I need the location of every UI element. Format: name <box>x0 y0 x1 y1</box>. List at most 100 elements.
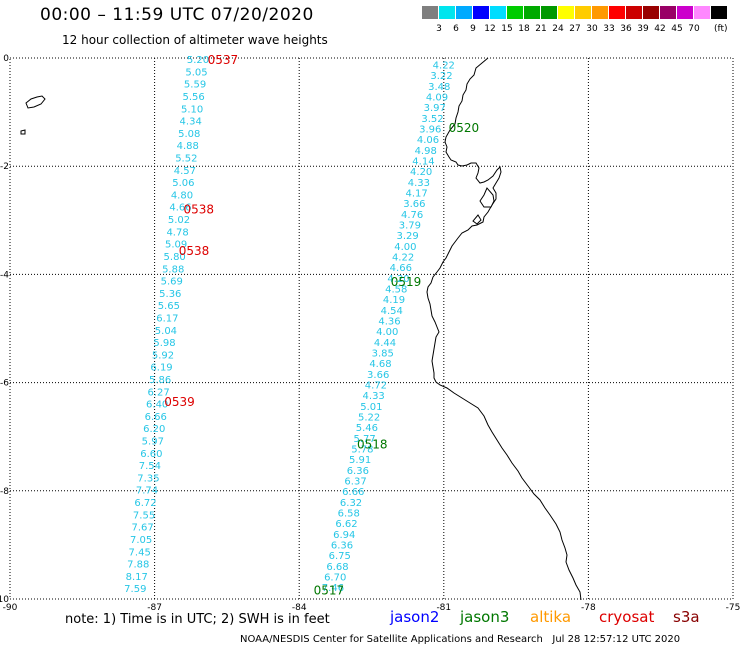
longitude-tick-label: -78 <box>581 603 596 613</box>
wave-height-value: 4.76 <box>401 210 423 221</box>
color-scale-label: 24 <box>552 24 564 34</box>
color-swatch <box>490 6 506 19</box>
wave-height-value: 4.06 <box>417 135 439 146</box>
color-swatch <box>456 6 472 19</box>
wave-height-value: 5.08 <box>178 129 200 140</box>
color-swatch <box>592 6 608 19</box>
wave-height-value: 6.68 <box>326 562 348 573</box>
color-swatch <box>660 6 676 19</box>
wave-height-value: 5.86 <box>149 375 171 386</box>
color-swatch <box>439 6 455 19</box>
wave-height-value: 6.62 <box>335 519 357 530</box>
pass-number-labels: 0537 0538 0538 0539 0520 0519 0518 0517 <box>164 53 479 597</box>
wave-height-value: 5.69 <box>161 277 183 288</box>
altimeter-tracks: 5.205.05 5.595.565.10 4.345.084.88 5.524.57… <box>124 55 455 595</box>
wave-height-value: 5.59 <box>184 80 206 91</box>
wave-height-value: 4.58 <box>385 284 407 295</box>
wave-height-value: 5.02 <box>168 215 190 226</box>
mission-legend-cryosat: cryosat <box>599 608 655 626</box>
color-scale-label: 6 <box>453 24 459 34</box>
wave-height-value: 4.34 <box>180 117 202 128</box>
color-scale-label: 15 <box>501 24 513 34</box>
color-scale-label: 39 <box>637 24 649 34</box>
wave-height-value: 6.37 <box>344 476 366 487</box>
wave-height-value: 4.68 <box>369 359 391 370</box>
longitude-tick-label: -75 <box>726 603 740 613</box>
wave-height-value: 5.77 <box>353 434 375 445</box>
wave-height-value: 5.46 <box>356 423 378 434</box>
wave-height-value: 6.66 <box>342 487 364 498</box>
wave-height-value: 5.88 <box>162 264 184 275</box>
wave-height-value: 5.65 <box>158 301 180 312</box>
color-swatch <box>541 6 557 19</box>
color-swatch <box>626 6 642 19</box>
wave-height-value: 5.09 <box>165 240 187 251</box>
coastline <box>20 57 582 601</box>
latitude-tick-label: -2 <box>0 162 9 172</box>
pass-number-label: 0539 <box>164 395 195 409</box>
wave-height-value: 5.80 <box>164 252 186 263</box>
color-scale-label: 27 <box>569 24 581 34</box>
wave-height-value: 6.66 <box>145 412 167 423</box>
wave-height-value: 6.20 <box>143 424 165 435</box>
wave-height-value: 7.46 <box>322 583 344 594</box>
longitude-tick-label: -84 <box>292 603 307 613</box>
wave-height-value: 7.54 <box>139 461 161 472</box>
wave-height-value: 6.75 <box>329 551 351 562</box>
wave-height-value: 4.54 <box>381 306 403 317</box>
wave-height-value: 7.55 <box>133 510 155 521</box>
pass-number-label: 0518 <box>357 438 388 452</box>
wave-height-value: 4.20 <box>410 167 432 178</box>
wave-height-value: 4.33 <box>363 391 385 402</box>
wave-height-value: 6.70 <box>324 572 346 583</box>
wave-height-value: 6.94 <box>333 530 355 541</box>
wave-height-value: 7.74 <box>136 486 158 497</box>
wave-height-value: 5.91 <box>349 455 371 466</box>
latitude-tick-label: -4 <box>0 270 9 280</box>
color-scale-label: 3 <box>436 24 442 34</box>
color-swatch <box>711 6 727 19</box>
wave-height-value: 5.22 <box>358 412 380 423</box>
wave-height-value: 5.97 <box>142 437 164 448</box>
wave-height-value: 3.79 <box>399 220 421 231</box>
wave-height-value: 4.72 <box>365 380 387 391</box>
wave-height-value: 6.40 <box>146 400 168 411</box>
wave-height-value: 5.52 <box>175 154 197 165</box>
pass-number-label: 0520 <box>449 121 480 135</box>
wave-height-value: 4.66 <box>390 263 412 274</box>
wave-height-value: 7.05 <box>130 535 152 546</box>
pass-number-label: 0517 <box>314 583 345 597</box>
pass-number-label: 0538 <box>184 202 215 216</box>
color-scale-unit: (ft) <box>714 24 728 34</box>
map-gridlines <box>9 57 734 600</box>
wave-height-value: 4.09 <box>426 92 448 103</box>
color-swatch <box>575 6 591 19</box>
wave-height-value: 4.88 <box>177 141 199 152</box>
credit-line: NOAA/NESDIS Center for Satellite Applica… <box>240 634 681 645</box>
color-scale-label: 30 <box>586 24 598 34</box>
color-swatch <box>473 6 489 19</box>
color-swatch <box>422 6 438 19</box>
wave-height-value: 3.48 <box>428 82 450 93</box>
wave-height-value: 4.14 <box>412 156 434 167</box>
color-swatch <box>694 6 710 19</box>
color-scale-label: 70 <box>688 24 700 34</box>
wave-height-value: 6.60 <box>140 449 162 460</box>
map-subtitle: 12 hour collection of altimeter wave hei… <box>62 33 328 47</box>
wave-height-value: 7.59 <box>124 584 146 595</box>
wave-height-value: 3.66 <box>403 199 425 210</box>
color-scale-label: 42 <box>654 24 666 34</box>
wave-height-value: 4.66 <box>169 203 191 214</box>
latitude-tick-label: -6 <box>0 379 9 389</box>
wave-height-value: 4.19 <box>383 295 405 306</box>
wave-height-value: 6.27 <box>148 387 170 398</box>
wave-height-value: 3.97 <box>424 103 446 114</box>
pass-number-label: 0537 <box>208 53 239 67</box>
wave-height-value: 4.00 <box>376 327 398 338</box>
mission-legend-jason3: jason3 <box>460 608 510 626</box>
wave-height-value: 7.88 <box>127 560 149 571</box>
wave-height-value: 6.72 <box>134 498 156 509</box>
wave-height-value: 4.33 <box>408 178 430 189</box>
color-swatch <box>643 6 659 19</box>
